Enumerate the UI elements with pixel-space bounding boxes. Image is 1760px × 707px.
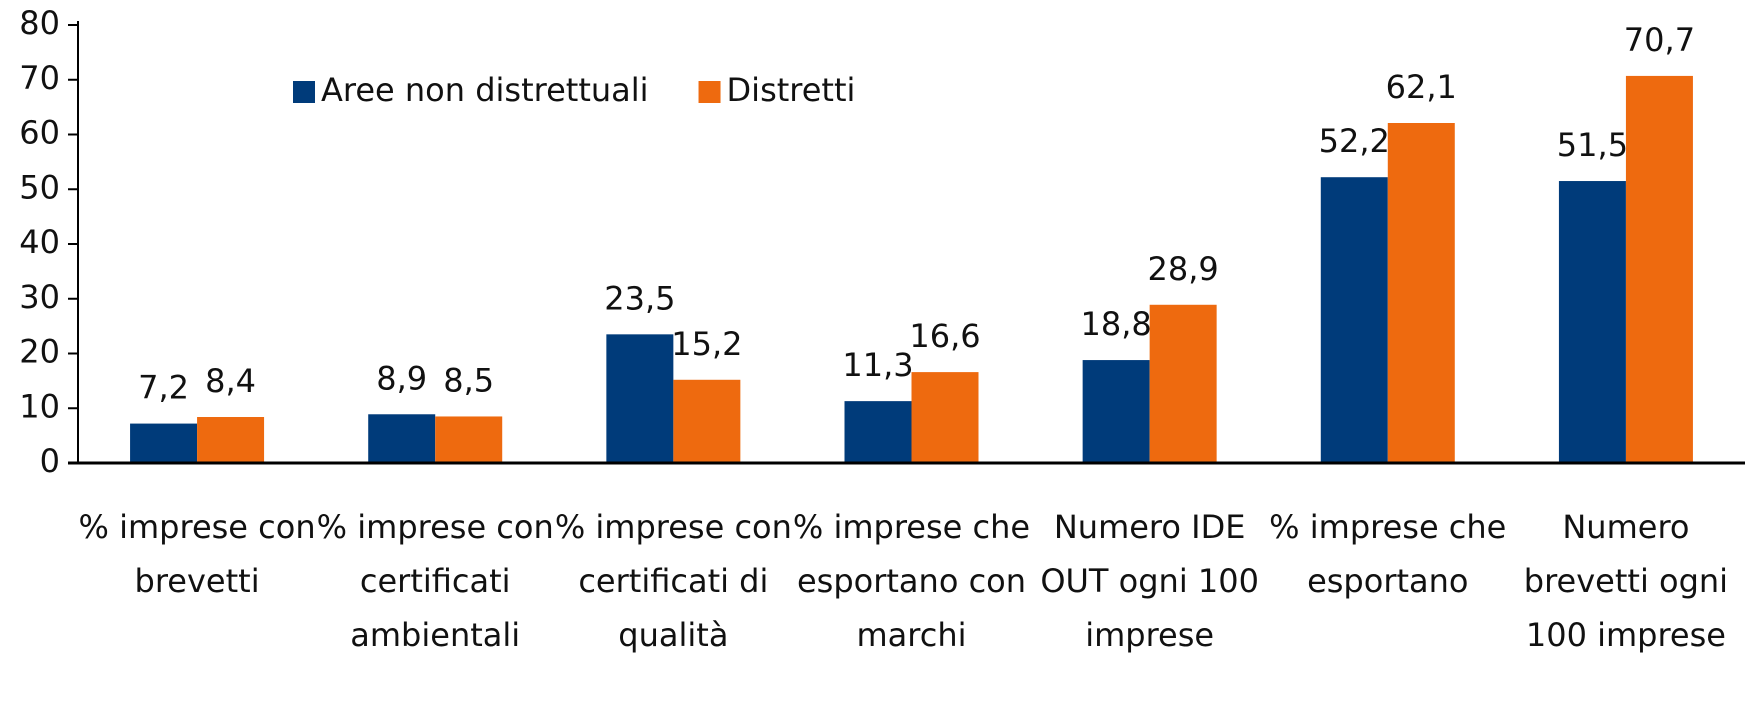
x-tick-label: % imprese con brevetti (78, 508, 316, 600)
value-label: 52,2 (1319, 122, 1390, 160)
x-tick-label: Numero brevetti ogni 100 imprese (1523, 508, 1729, 654)
y-tick-label: 0 (40, 442, 60, 480)
x-tick-label: % imprese che esportano con marchi (792, 508, 1031, 654)
value-label: 11,3 (842, 346, 913, 384)
bar (1149, 304, 1217, 463)
value-label: 23,5 (604, 279, 675, 317)
y-tick-label: 30 (19, 278, 60, 316)
value-label: 8,4 (205, 362, 256, 400)
y-tick-label: 20 (19, 333, 60, 371)
x-tick-label: % imprese con certificati di qualità (554, 508, 792, 654)
x-tick-label: % imprese con certificati ambientali (316, 508, 554, 654)
bar (673, 379, 741, 463)
value-label: 28,9 (1148, 250, 1219, 288)
value-label: 70,7 (1624, 21, 1695, 59)
bar (435, 416, 503, 463)
bar (197, 417, 265, 463)
value-label: 8,5 (443, 361, 494, 399)
value-label: 51,5 (1557, 126, 1628, 164)
value-label: 16,6 (909, 317, 980, 355)
bar (1082, 360, 1150, 463)
legend-label: Aree non distrettuali (321, 71, 649, 109)
value-label: 8,9 (376, 359, 427, 397)
x-tick-label: Numero IDE OUT ogni 100 imprese (1040, 508, 1259, 654)
bar (911, 372, 979, 463)
legend-swatch (698, 81, 721, 103)
value-label: 7,2 (138, 369, 189, 407)
bar (1625, 75, 1693, 463)
value-label: 62,1 (1386, 68, 1457, 106)
bar (1320, 177, 1388, 463)
value-label: 18,8 (1081, 305, 1152, 343)
bar (844, 401, 912, 463)
bar (606, 334, 674, 463)
bar (130, 423, 198, 463)
bar (1558, 181, 1626, 463)
y-tick-label: 70 (19, 59, 60, 97)
x-tick-label: % imprese che esportano (1269, 508, 1507, 600)
y-tick-label: 50 (19, 168, 60, 206)
bar (368, 414, 436, 463)
value-label: 15,2 (671, 325, 742, 363)
legend-label: Distretti (727, 71, 856, 109)
y-tick-label: 10 (19, 387, 60, 425)
legend-swatch (293, 81, 315, 103)
y-tick-label: 40 (19, 223, 60, 261)
y-tick-label: 80 (19, 4, 60, 42)
bar (1387, 123, 1455, 463)
y-tick-label: 60 (19, 114, 60, 152)
